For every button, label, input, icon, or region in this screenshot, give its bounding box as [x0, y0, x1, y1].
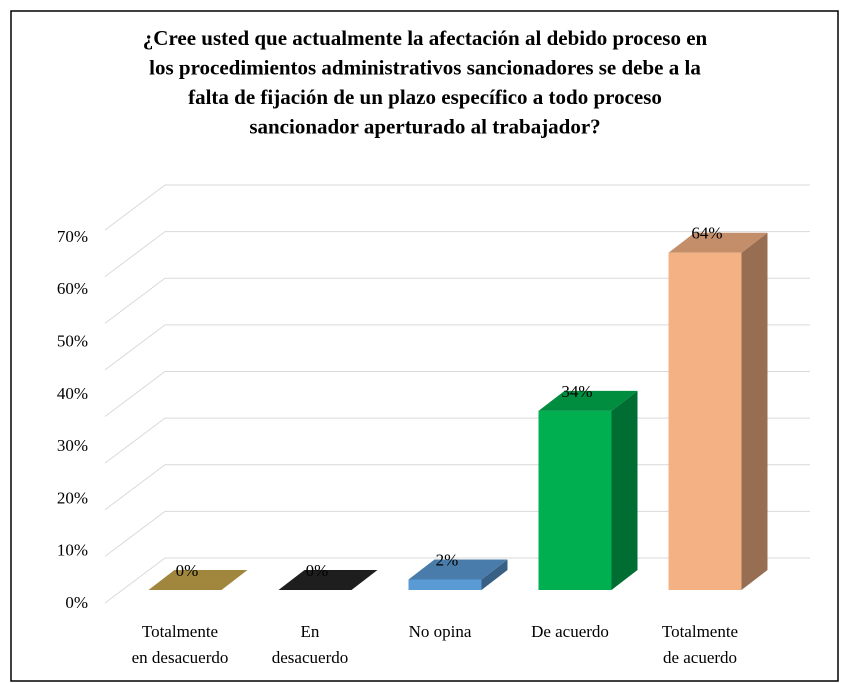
grid-line [104, 184, 166, 231]
grid-line [104, 324, 166, 371]
data-label: 64% [691, 224, 722, 243]
bar-top [278, 570, 378, 590]
bar [148, 570, 248, 590]
grid-line [104, 510, 166, 557]
grid-line [104, 557, 166, 604]
bar-top [538, 390, 638, 411]
grid-line [104, 464, 166, 511]
bar-side [741, 232, 768, 590]
grid-line [104, 231, 166, 278]
bar-side [481, 559, 508, 590]
grid-line [104, 371, 166, 417]
y-tick-label: 70% [57, 227, 88, 246]
bar-top [148, 570, 248, 590]
bar-top [668, 232, 768, 253]
x-tick-label: De acuerdo [531, 622, 609, 641]
bar-top [408, 559, 508, 580]
grid-line [104, 277, 166, 324]
y-tick-label: 30% [57, 436, 88, 455]
y-tick-label: 60% [57, 279, 88, 298]
bar [408, 559, 508, 590]
bar [668, 232, 768, 590]
data-label: 2% [436, 550, 459, 569]
chart-title: ¿Cree usted que actualmente la afectació… [143, 26, 708, 139]
y-tick-label: 0% [65, 593, 88, 612]
data-label: 34% [561, 382, 592, 401]
x-tick-label: No opina [408, 622, 472, 641]
bar [278, 570, 378, 590]
x-tick-label: Totalmente en desacuerdo [131, 622, 229, 667]
data-label: 0% [176, 561, 199, 580]
bar-front [408, 579, 482, 590]
grid-line [104, 417, 166, 464]
y-tick-label: 20% [57, 488, 88, 507]
x-tick-label: En desacuerdo [271, 622, 349, 667]
bar [538, 390, 638, 590]
x-tick-label: Totalmente de acuerdo [661, 622, 739, 667]
bar-side [611, 390, 638, 590]
bar-front [538, 410, 612, 590]
y-tick-label: 50% [57, 332, 88, 351]
y-tick-label: 10% [57, 541, 88, 560]
data-label: 0% [306, 561, 329, 580]
y-tick-label: 40% [57, 384, 88, 403]
bar-front [668, 252, 742, 590]
